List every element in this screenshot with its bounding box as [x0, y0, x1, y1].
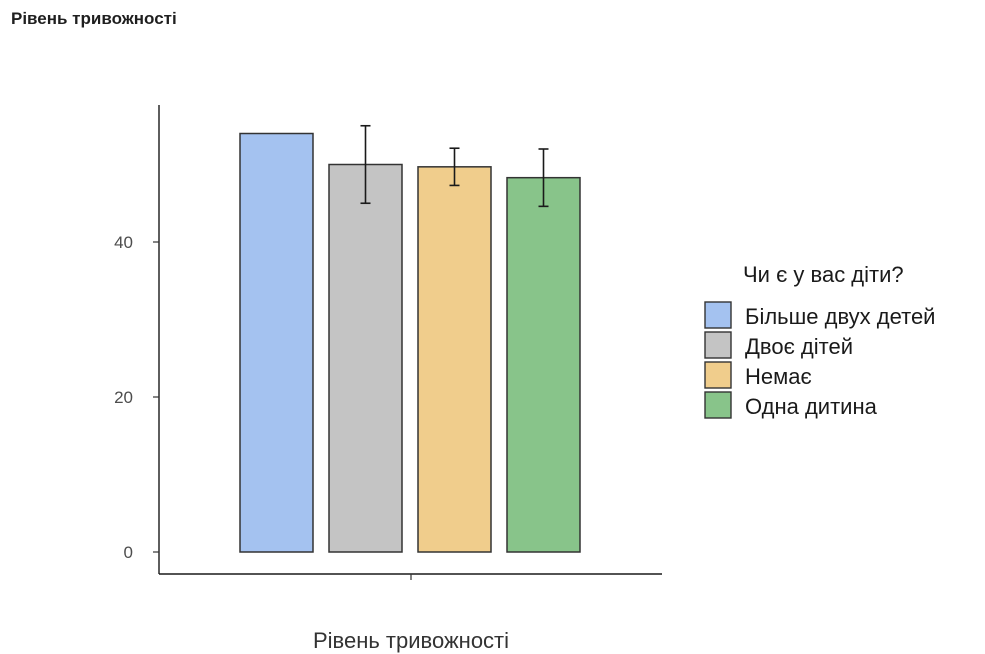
error-bar-3: [449, 147, 460, 187]
legend-swatch: [704, 301, 732, 329]
legend-item-3: Немає: [704, 361, 812, 389]
legend-swatch: [704, 331, 732, 359]
bar-4: [506, 176, 581, 553]
bar-2: [328, 163, 403, 553]
bar-1: [239, 132, 314, 553]
y-tick-label: 20: [114, 388, 133, 407]
y-tick-label: 0: [124, 543, 133, 562]
legend-label: Одна дитина: [745, 394, 878, 419]
x-axis-title: Рівень тривожності: [313, 628, 509, 653]
y-tick-label: 40: [114, 233, 133, 252]
error-bar-2: [360, 124, 371, 205]
legend-swatch: [704, 361, 732, 389]
axes: 0 20 40 Рівень тривожності: [114, 105, 662, 653]
bar-3: [417, 166, 492, 553]
legend-item-2: Двоє дітей: [704, 331, 853, 359]
page-title: Рівень тривожності: [11, 9, 177, 28]
legend: Чи є у вас діти? Більше двух детей Двоє ді…: [704, 262, 935, 419]
legend-label: Більше двух детей: [745, 304, 935, 329]
legend-swatch: [704, 391, 732, 419]
plot-area: [239, 124, 581, 553]
legend-label: Двоє дітей: [745, 334, 853, 359]
error-bar-4: [538, 148, 549, 208]
legend-item-4: Одна дитина: [704, 391, 878, 419]
legend-label: Немає: [745, 364, 812, 389]
legend-title: Чи є у вас діти?: [743, 262, 904, 287]
legend-item-1: Більше двух детей: [704, 301, 935, 329]
